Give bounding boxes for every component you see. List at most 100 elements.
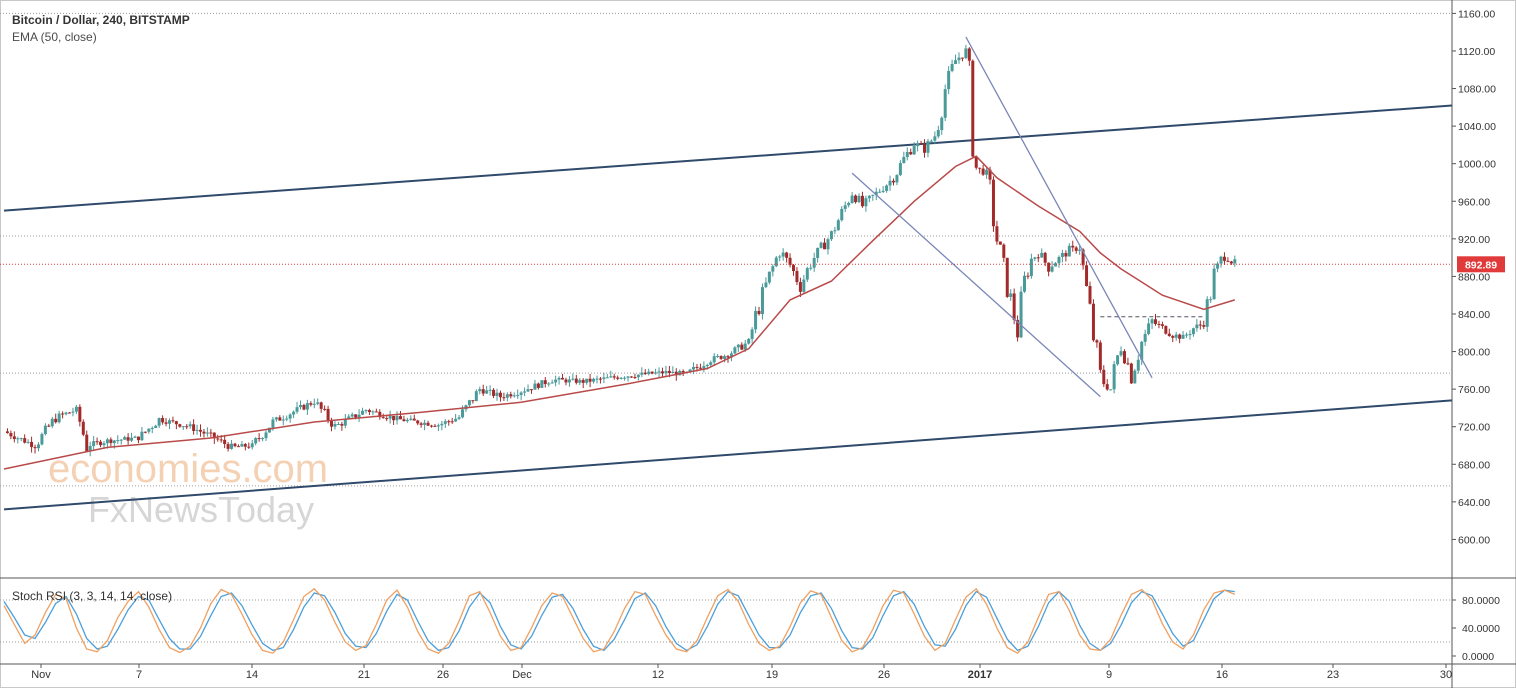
candle-body-201 (698, 367, 702, 369)
price-tick-label-3: 720.00 (1458, 422, 1490, 434)
time-tick-label-10: 9 (1106, 669, 1112, 681)
candle-body-0 (5, 431, 9, 434)
stoch-axis[interactable]: 0.0000 40.0000 80.0000 (1452, 595, 1500, 663)
candle-body-109 (381, 417, 385, 419)
candle-body-1 (9, 433, 13, 437)
price-tick-label-7: 880.00 (1458, 271, 1490, 283)
candle-body-181 (629, 376, 633, 378)
candle-body-90 (316, 402, 320, 404)
symbol-title[interactable]: Bitcoin / Dollar, 240, BITSTAMP (12, 13, 190, 27)
candle-body-252 (874, 191, 878, 195)
candle-body-237 (823, 242, 827, 250)
candle-body-274 (950, 63, 954, 71)
candle-body-154 (536, 383, 540, 388)
candle-body-37 (133, 436, 137, 438)
candle-body-294 (1019, 291, 1023, 338)
candle-body-337 (1167, 333, 1171, 337)
candle-body-300 (1040, 252, 1044, 258)
candle-body-354 (1226, 260, 1230, 262)
price-tick-label-8: 920.00 (1458, 234, 1490, 246)
candle-body-208 (723, 356, 727, 359)
candle-body-25 (92, 441, 96, 447)
candle-body-271 (940, 117, 944, 131)
candle-body-152 (529, 389, 533, 391)
candle-body-160 (557, 377, 561, 380)
current-price-level: 892.89 (0, 256, 1505, 273)
candle-body-48 (171, 420, 175, 422)
candle-body-179 (623, 377, 627, 379)
candle-body-61 (216, 438, 220, 440)
candle-body-282 (978, 167, 982, 169)
price-axis[interactable]: 600.00 640.00 680.00 720.00 760.00 800.00 840.… (1452, 8, 1496, 546)
candle-body-330 (1143, 333, 1147, 342)
candle-body-13 (50, 418, 54, 427)
watermark: economies.com FxNewsToday (48, 447, 328, 530)
candle-body-141 (492, 389, 496, 396)
price-tick-label-13: 1120.00 (1458, 46, 1495, 58)
candle-body-220 (764, 282, 768, 288)
candle-body-192 (667, 370, 671, 374)
candle-body-134 (467, 400, 471, 406)
candle-body-315 (1091, 303, 1095, 341)
candle-body-7 (30, 441, 34, 448)
candle-body-316 (1095, 340, 1099, 343)
stoch-rsi-label[interactable]: Stoch RSI (3, 3, 14, 14, close) (12, 589, 173, 603)
candle-body-63 (223, 439, 227, 445)
candle-body-272 (943, 89, 947, 118)
candle-body-217 (754, 310, 758, 330)
candle-body-292 (1012, 293, 1016, 320)
candle-body-104 (364, 410, 368, 412)
candle-body-114 (398, 416, 402, 420)
candle-body-76 (267, 427, 271, 433)
candle-body-279 (967, 48, 971, 61)
candle-body-212 (736, 344, 740, 348)
candle-body-205 (712, 356, 716, 363)
candle-body-35 (126, 437, 130, 441)
candle-body-291 (1009, 293, 1013, 297)
candle-body-329 (1140, 341, 1144, 360)
candle-body-277 (960, 57, 964, 59)
candle-body-284 (985, 169, 989, 175)
candle-body-65 (230, 443, 234, 449)
candle-body-77 (271, 419, 275, 428)
candle-body-213 (740, 344, 744, 350)
candle-body-10 (40, 434, 44, 445)
candle-body-228 (792, 265, 796, 272)
candle-body-285 (988, 169, 992, 180)
candle-body-26 (95, 441, 99, 443)
candle-body-326 (1129, 363, 1133, 384)
candle-body-110 (385, 418, 389, 420)
candle-body-281 (974, 156, 978, 168)
candle-body-356 (1233, 259, 1237, 264)
candle-body-87 (305, 403, 309, 410)
candle-body-159 (554, 379, 558, 383)
candle-body-82 (288, 414, 292, 419)
candle-body-249 (864, 198, 868, 207)
current-price-value: 892.89 (1465, 259, 1497, 271)
candle-body-298 (1033, 257, 1037, 259)
candle-body-71 (250, 443, 254, 448)
candle-body-333 (1154, 319, 1158, 324)
candle-body-73 (257, 438, 261, 440)
chart-legend: Bitcoin / Dollar, 240, BITSTAMP EMA (50,… (12, 12, 190, 46)
candle-body-96 (336, 423, 340, 425)
ema-indicator-label[interactable]: EMA (50, close) (12, 30, 97, 44)
candle-body-301 (1043, 252, 1047, 263)
candle-body-296 (1026, 275, 1030, 277)
candle-body-270 (936, 130, 940, 137)
candle-body-59 (209, 432, 213, 434)
candle-body-79 (278, 417, 282, 421)
candle-body-32 (116, 440, 120, 442)
price-tick-label-14: 1160.00 (1458, 8, 1495, 20)
candle-body-174 (605, 377, 609, 379)
candle-body-307 (1064, 252, 1068, 257)
candle-body-18 (68, 412, 72, 414)
price-tick-label-6: 840.00 (1458, 309, 1490, 321)
candle-body-190 (660, 371, 664, 374)
time-tick-label-2: 14 (246, 669, 258, 681)
time-axis[interactable]: Nov 7 14 21 26 Dec 12 19 26 2017 9 16 23 30 (31, 664, 1452, 681)
candle-body-336 (1164, 325, 1168, 334)
candle-body-283 (981, 168, 985, 175)
candle-body-242 (840, 208, 844, 221)
